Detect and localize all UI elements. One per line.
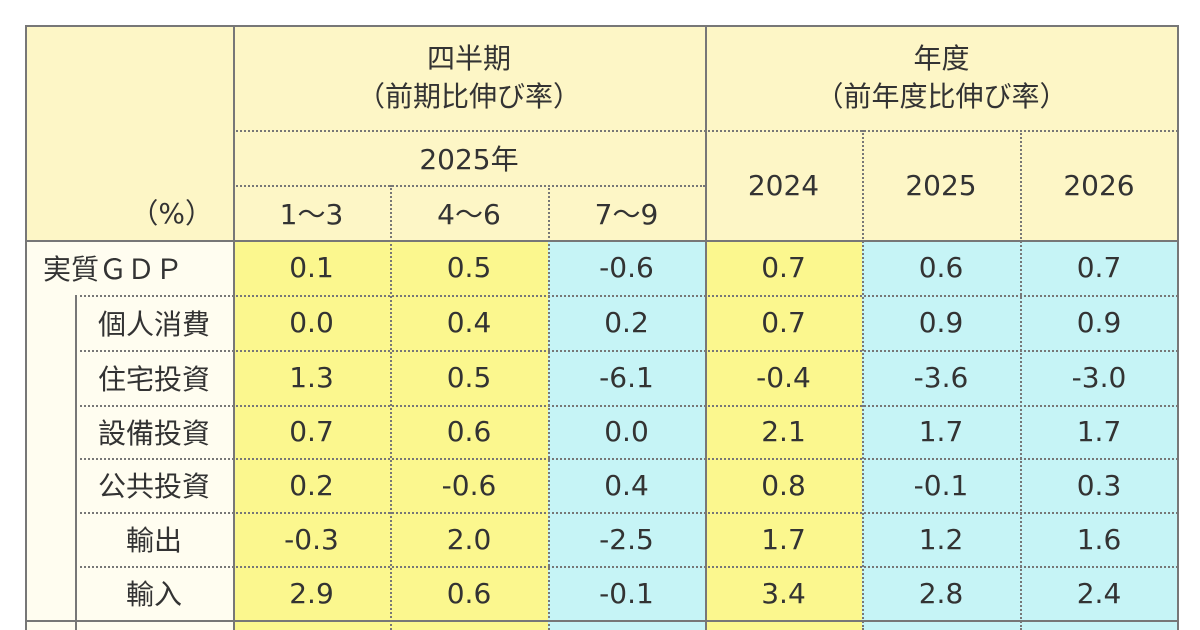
- value-cell: 1.6: [1020, 512, 1178, 566]
- value-cell: 1.7: [862, 405, 1020, 458]
- period-header: 1～3: [233, 185, 390, 240]
- header-text: 年度: [913, 41, 970, 75]
- value-cell: 0.7: [705, 295, 862, 350]
- row-stub: [25, 620, 233, 630]
- value-cell: 0.9: [862, 295, 1020, 350]
- value-cell: 2.1: [705, 405, 862, 458]
- unit-label: （%）: [25, 25, 233, 240]
- row-label: 設備投資: [75, 405, 233, 458]
- value-cell: 0.6: [862, 240, 1020, 295]
- value-cell: 1.3: [233, 350, 390, 405]
- row-label: 個人消費: [75, 295, 233, 350]
- value-cell: 0.0: [548, 405, 705, 458]
- rule: [390, 185, 392, 630]
- value-cell: 0.8: [705, 458, 862, 512]
- value-cell: 0.1: [233, 240, 390, 295]
- rule: [75, 295, 77, 630]
- value-cell: -0.3: [233, 512, 390, 566]
- header-text: （前年度比伸び率）: [815, 79, 1068, 113]
- rule: [1177, 25, 1179, 630]
- rule: [233, 185, 705, 187]
- row-stub: [390, 620, 548, 630]
- value-cell: 2.9: [233, 566, 390, 620]
- value-cell: -2.5: [548, 512, 705, 566]
- rule: [25, 620, 1178, 622]
- value-cell: 0.3: [1020, 458, 1178, 512]
- value-cell: 0.0: [233, 295, 390, 350]
- header-text: （前期比伸び率）: [356, 79, 581, 113]
- row-stub: [1020, 620, 1178, 630]
- rule: [75, 566, 1178, 568]
- rule: [548, 185, 550, 630]
- rule: [1020, 130, 1022, 630]
- value-cell: 1.7: [1020, 405, 1178, 458]
- value-cell: 0.7: [1020, 240, 1178, 295]
- row-label: 輸入: [75, 566, 233, 620]
- row-label: 公共投資: [75, 458, 233, 512]
- header-text: 四半期: [426, 41, 511, 75]
- period-header: 7～9: [548, 185, 705, 240]
- year-header: 2026: [1020, 130, 1178, 240]
- value-cell: 3.4: [705, 566, 862, 620]
- value-cell: 2.0: [390, 512, 548, 566]
- row-stub: [233, 620, 390, 630]
- annual-header: 年度 （前年度比伸び率）: [705, 25, 1178, 130]
- value-cell: -3.0: [1020, 350, 1178, 405]
- rule: [75, 512, 1178, 514]
- year-header: 2024: [705, 130, 862, 240]
- rule: [705, 25, 707, 630]
- year-header: 2025: [862, 130, 1020, 240]
- row-label: 実質ＧＤＰ: [25, 240, 233, 295]
- value-cell: 0.7: [705, 240, 862, 295]
- value-cell: 1.2: [862, 512, 1020, 566]
- rule: [25, 240, 1178, 242]
- value-cell: -0.1: [862, 458, 1020, 512]
- rule: [233, 25, 235, 630]
- row-stub: [548, 620, 705, 630]
- period-header: 4～6: [390, 185, 548, 240]
- indent: [25, 295, 75, 620]
- value-cell: 2.4: [1020, 566, 1178, 620]
- value-cell: 0.2: [233, 458, 390, 512]
- value-cell: 0.6: [390, 405, 548, 458]
- value-cell: -0.6: [390, 458, 548, 512]
- row-stub: [705, 620, 862, 630]
- value-cell: 0.4: [548, 458, 705, 512]
- year-header: 2025年: [233, 130, 705, 185]
- value-cell: -3.6: [862, 350, 1020, 405]
- value-cell: -6.1: [548, 350, 705, 405]
- value-cell: 1.7: [705, 512, 862, 566]
- row-label: 住宅投資: [75, 350, 233, 405]
- value-cell: 0.5: [390, 240, 548, 295]
- rule: [75, 350, 1178, 352]
- rule: [75, 405, 1178, 407]
- rule: [862, 130, 864, 630]
- rule: [75, 295, 1178, 297]
- row-label: 輸出: [75, 512, 233, 566]
- value-cell: 2.8: [862, 566, 1020, 620]
- value-cell: -0.6: [548, 240, 705, 295]
- value-cell: 0.2: [548, 295, 705, 350]
- value-cell: 0.9: [1020, 295, 1178, 350]
- rule: [25, 25, 1178, 27]
- row-stub: [862, 620, 1020, 630]
- rule: [25, 25, 27, 630]
- value-cell: -0.4: [705, 350, 862, 405]
- value-cell: 0.6: [390, 566, 548, 620]
- value-cell: 0.7: [233, 405, 390, 458]
- value-cell: -0.1: [548, 566, 705, 620]
- value-cell: 0.5: [390, 350, 548, 405]
- rule: [75, 458, 1178, 460]
- value-cell: 0.4: [390, 295, 548, 350]
- quarterly-header: 四半期 （前期比伸び率）: [233, 25, 705, 130]
